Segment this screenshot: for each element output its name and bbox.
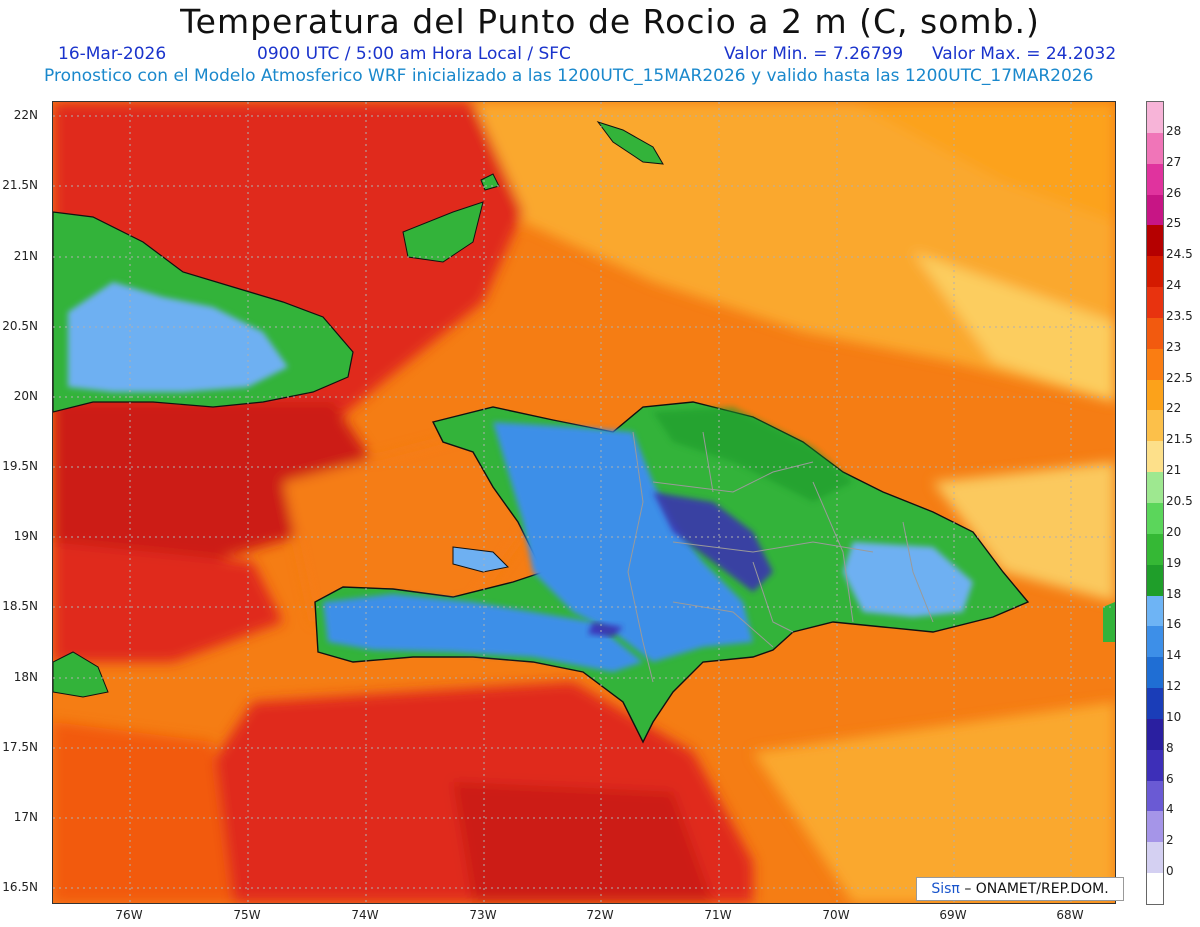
y-label: 19.5N (2, 459, 38, 473)
colorbar-label: 23.5 (1166, 308, 1193, 323)
colorbar-cell (1147, 718, 1163, 751)
colorbar-label: 21 (1166, 463, 1182, 478)
turks-caicos (596, 121, 664, 165)
colorbar-label: 10 (1166, 709, 1182, 724)
colorbar-cell (1147, 441, 1163, 473)
credit-box: Sisπ – ONAMET/REP.DOM. (916, 877, 1124, 901)
credit-pi: π (951, 881, 960, 897)
colorbar-cell (1147, 410, 1163, 442)
colorbar-cell (1147, 842, 1163, 874)
puerto-rico-edge (1103, 602, 1115, 642)
min-value: Valor Min. = 7.26799 (724, 44, 904, 64)
map-title: Temperatura del Punto de Rocio a 2 m (C,… (180, 2, 1040, 41)
colorbar-label: 16 (1166, 617, 1182, 632)
colorbar-label: 27 (1166, 154, 1182, 169)
credit-brand: Sis (931, 881, 952, 897)
y-label: 18.5N (2, 599, 38, 613)
colorbar-cell (1147, 873, 1163, 905)
colorbar (1146, 101, 1164, 905)
x-label: 73W (469, 908, 497, 922)
forecast-date: 16-Mar-2026 (58, 44, 167, 64)
colorbar-label: 18 (1166, 586, 1182, 601)
colorbar-label: 20.5 (1166, 494, 1193, 508)
colorbar-cell (1147, 533, 1163, 566)
max-value: Valor Max. = 24.2032 (932, 44, 1117, 64)
colorbar-cell (1147, 688, 1163, 720)
jamaica-island (53, 651, 109, 698)
colorbar-cell (1147, 564, 1163, 597)
x-label: 76W (115, 908, 143, 922)
hispaniola-island (314, 401, 1030, 744)
map-svg (53, 102, 1115, 903)
colorbar-cell (1147, 379, 1163, 411)
colorbar-cell (1147, 256, 1163, 288)
colorbar-label: 0 (1166, 864, 1174, 879)
colorbar-cell (1147, 132, 1163, 165)
y-label: 20N (13, 389, 38, 403)
x-label: 74W (351, 908, 379, 922)
colorbar-label: 24.5 (1166, 247, 1193, 262)
colorbar-label: 21.5 (1166, 432, 1193, 447)
x-label: 71W (704, 908, 732, 922)
dewpoint-map (52, 101, 1116, 904)
colorbar-cell (1147, 811, 1163, 843)
colorbar-label: 2 (1166, 833, 1174, 848)
colorbar-cell (1147, 595, 1163, 627)
y-label: 21N (13, 249, 38, 263)
colorbar-label: 22.5 (1166, 370, 1193, 385)
y-label: 16.5N (2, 880, 38, 894)
colorbar-cell (1147, 503, 1163, 535)
y-label: 22N (13, 108, 38, 122)
colorbar-label: 28 (1166, 123, 1182, 138)
model-subtitle: Pronostico con el Modelo Atmosferico WRF… (44, 66, 1094, 86)
colorbar-cell (1147, 626, 1163, 658)
colorbar-cell (1147, 749, 1163, 782)
colorbar-cell (1147, 225, 1163, 257)
colorbar-label: 25 (1166, 216, 1182, 231)
province-borders (627, 431, 934, 683)
cuba-island (53, 211, 354, 413)
colorbar-cell (1147, 102, 1163, 134)
y-label: 21.5N (2, 178, 38, 192)
x-label: 75W (233, 908, 261, 922)
graticule (53, 102, 1115, 903)
colorbar-cell (1147, 780, 1163, 812)
colorbar-label: 12 (1166, 679, 1182, 694)
gonave-island (452, 546, 510, 573)
colorbar-label: 14 (1166, 648, 1182, 663)
y-label: 19N (13, 529, 38, 543)
colorbar-label: 6 (1166, 771, 1174, 786)
colorbar-label: 26 (1166, 185, 1182, 200)
colorbar-label: 22 (1166, 401, 1182, 416)
colorbar-cell (1147, 287, 1163, 319)
colorbar-label: 8 (1166, 740, 1174, 755)
x-label: 69W (939, 908, 967, 922)
x-label: 72W (586, 908, 614, 922)
colorbar-cell (1147, 472, 1163, 504)
y-label: 17.5N (2, 740, 38, 754)
colorbar-label: 23 (1166, 339, 1182, 354)
colorbar-cell (1147, 194, 1163, 226)
forecast-time: 0900 UTC / 5:00 am Hora Local / SFC (257, 44, 571, 64)
x-label: 68W (1056, 908, 1084, 922)
x-label: 70W (822, 908, 850, 922)
colorbar-label: 20 (1166, 524, 1182, 539)
colorbar-cell (1147, 657, 1163, 689)
colorbar-label: 24 (1166, 278, 1182, 293)
y-label: 18N (13, 670, 38, 684)
colorbar-label: 4 (1166, 802, 1174, 817)
credit-text: – ONAMET/REP.DOM. (964, 881, 1109, 897)
colorbar-cell (1147, 348, 1163, 381)
colorbar-cell (1147, 317, 1163, 350)
y-label: 20.5N (2, 319, 38, 333)
colorbar-cell (1147, 163, 1163, 196)
y-label: 17N (13, 810, 38, 824)
colorbar-label: 19 (1166, 555, 1182, 570)
